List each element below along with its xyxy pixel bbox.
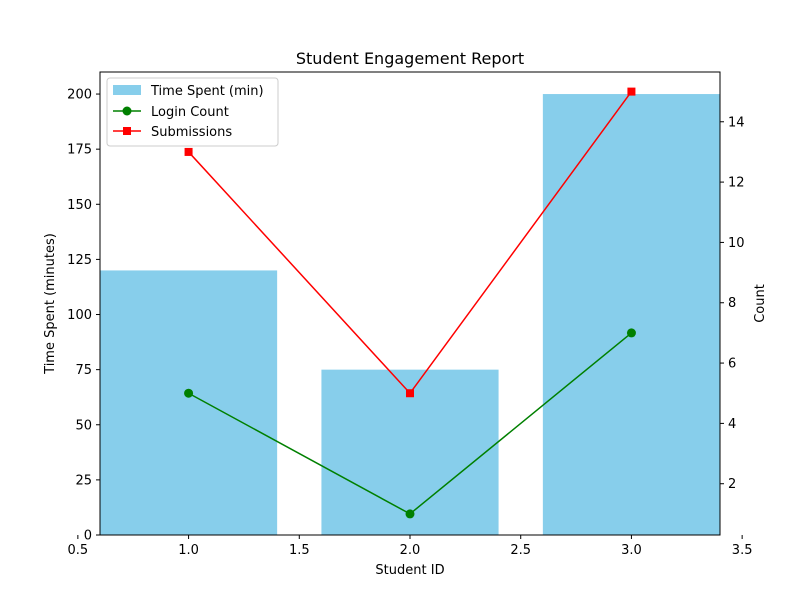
legend-label-submissions: Submissions	[151, 125, 232, 140]
legend-box	[106, 77, 279, 147]
chart-title: Student Engagement Report	[296, 49, 524, 68]
x-tick-label: 1.5	[289, 543, 310, 558]
y-tick-label: 25	[75, 473, 92, 488]
bars-layer	[100, 94, 720, 536]
point-submissions-1	[184, 147, 193, 156]
point-submissions-3	[627, 87, 636, 96]
x-tick-label: 0.5	[68, 543, 89, 558]
y2-tick-label: 10	[728, 236, 745, 251]
legend-swatch-time-spent	[113, 85, 141, 95]
y-axis-left: 0 25 50 75 100 125 150 175 200	[67, 88, 100, 544]
point-submissions-2	[406, 389, 414, 398]
y-tick-label: 200	[67, 88, 92, 103]
legend-marker-login-count	[122, 106, 132, 116]
legend-label-time-spent: Time Spent (min)	[150, 84, 264, 99]
legend-label-login-count: Login Count	[151, 105, 229, 120]
x-tick-label: 3.0	[621, 543, 642, 558]
lines-layer	[184, 87, 636, 519]
bar-time-spent-1	[100, 270, 278, 535]
y-axis-right: 2 4 6 8 10 12 14	[720, 115, 745, 492]
y-axis-title: Time Spent (minutes)	[43, 233, 58, 375]
y2-tick-label: 8	[728, 296, 736, 311]
point-login-count-2	[405, 509, 415, 519]
y2-tick-label: 6	[728, 357, 736, 372]
point-login-count-1	[184, 388, 194, 398]
y2-tick-label: 12	[728, 176, 745, 191]
y-tick-label: 125	[67, 253, 92, 268]
legend: Time Spent (min) Login Count Submissions	[106, 77, 279, 147]
x-tick-label: 2.5	[510, 543, 531, 558]
legend-marker-submissions	[123, 127, 131, 135]
y-tick-label: 100	[67, 308, 92, 323]
y2-tick-label: 4	[728, 417, 736, 432]
x-tick-label: 1.0	[178, 543, 199, 558]
x-axis-title: Student ID	[375, 563, 444, 578]
y2-axis-title: Count	[753, 284, 768, 323]
y2-tick-label: 2	[728, 477, 736, 492]
x-tick-label: 3.5	[732, 543, 753, 558]
point-login-count-3	[626, 328, 636, 338]
x-tick-label: 2.0	[400, 543, 421, 558]
y-tick-label: 175	[67, 143, 92, 158]
bar-time-spent-3	[542, 94, 720, 536]
y-tick-label: 75	[75, 363, 92, 378]
y-tick-label: 0	[84, 529, 92, 544]
y-tick-label: 150	[67, 198, 92, 213]
y-tick-label: 50	[75, 418, 92, 433]
y2-tick-label: 14	[728, 115, 745, 130]
x-axis: 0.5 1.0 1.5 2.0 2.5 3.0 3.5	[68, 535, 753, 558]
